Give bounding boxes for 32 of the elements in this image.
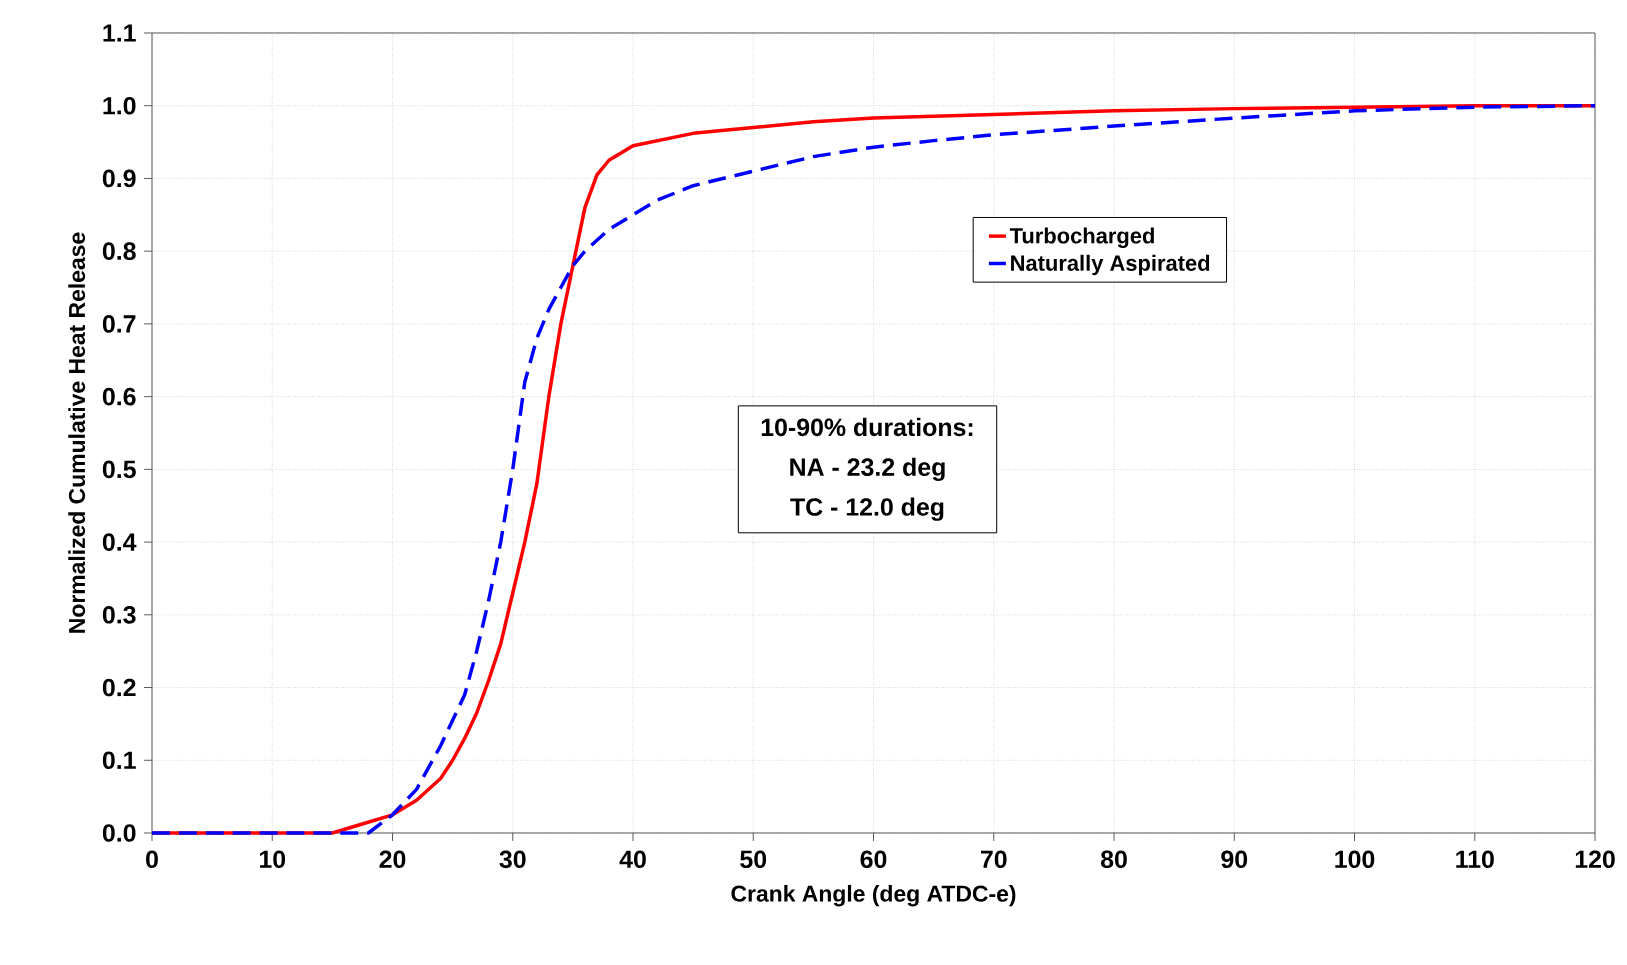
x-tick-label: 40	[619, 850, 646, 869]
y-axis-title: Normalized Cumulative Heat Release	[68, 232, 86, 633]
y-tick-label: 0.6	[102, 387, 136, 406]
y-tick-label: 0.3	[102, 605, 136, 624]
x-tick-label: 20	[379, 850, 406, 869]
x-tick-label: 70	[980, 850, 1007, 869]
y-tick-label: 1.0	[103, 96, 136, 115]
annotation: NA - 23.2 deg	[790, 457, 945, 482]
x-tick-label: 30	[499, 850, 526, 869]
x-tick-label: 120	[1575, 850, 1615, 869]
x-tick-label: 90	[1221, 850, 1248, 869]
y-tick-label: 0.1	[102, 751, 136, 770]
x-tick-label: 50	[740, 850, 767, 869]
y-tick-label: 0.2	[102, 678, 136, 697]
y-tick-label: 0.8	[102, 242, 136, 260]
x-tick-label: 60	[860, 850, 887, 869]
y-tick-label: 1.1	[103, 24, 136, 42]
x-tick-label: 110	[1456, 850, 1494, 869]
annotation: TC - 12.0 deg	[790, 497, 944, 521]
legend-label: Naturally Aspirated	[1011, 254, 1210, 276]
x-tick-label: 0	[146, 850, 158, 869]
x-axis-title: Crank Angle (deg ATDC-e)	[731, 884, 1016, 907]
y-tick-label: 0.9	[102, 169, 136, 188]
y-tick-label: 0.4	[102, 533, 137, 551]
y-tick-label: 0.7	[102, 315, 136, 333]
x-tick-label: 100	[1335, 850, 1375, 869]
y-tick-label: 0.0	[102, 824, 136, 842]
legend-label: Turbocharged	[1009, 227, 1154, 248]
y-tick-label: 0.5	[102, 460, 136, 479]
x-tick-label: 10	[259, 850, 286, 869]
x-tick-label: 80	[1100, 850, 1127, 869]
annotation: 10-90% durations:	[761, 417, 973, 437]
